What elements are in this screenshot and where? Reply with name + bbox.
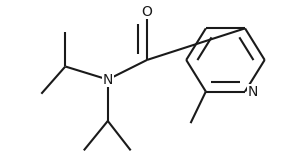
Text: O: O [142,5,152,19]
Text: N: N [103,72,113,87]
Text: N: N [248,85,258,99]
